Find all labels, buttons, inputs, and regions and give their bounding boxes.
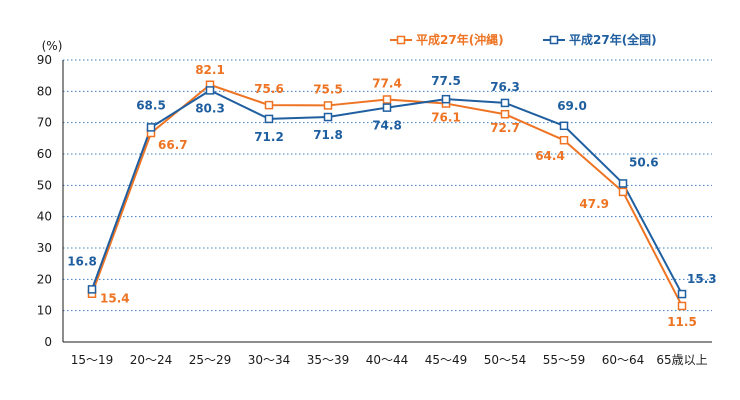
data-point-1-1 (146, 123, 156, 132)
series (87, 80, 687, 311)
y-axis-unit: (%) (42, 39, 63, 53)
grid (63, 59, 712, 312)
y-tick-label: 0 (44, 335, 52, 349)
data-label-0-4: 75.5 (313, 82, 343, 96)
x-tick-label: 60～64 (602, 353, 645, 367)
data-label-1-1: 68.5 (136, 98, 166, 112)
y-tick-label: 40 (37, 210, 52, 224)
data-label-1-8: 69.0 (557, 99, 587, 113)
data-point-1-9 (618, 179, 628, 188)
data-point-1-8 (559, 121, 569, 131)
data-label-1-3: 71.2 (254, 130, 284, 144)
data-point-0-8 (559, 135, 569, 145)
x-tick-label: 20～24 (130, 353, 173, 367)
data-point-1-0 (87, 285, 97, 294)
x-tick-label: 50～54 (484, 353, 527, 367)
data-labels: 15.4 66.7 82.1 75.6 75.5 77.4 76.1 72.7 64.4 47.9… (67, 63, 716, 329)
y-tick-label: 50 (37, 178, 52, 192)
legend-marker-1 (549, 35, 559, 45)
legend-marker-0 (396, 35, 406, 45)
data-point-1-5 (382, 103, 392, 112)
data-label-0-7: 72.7 (490, 121, 520, 135)
data-point-1-6 (441, 94, 451, 104)
data-point-0-3 (264, 100, 274, 110)
y-tick-label: 70 (37, 116, 52, 130)
legend-label-1: 平成27年(全国) (569, 32, 657, 47)
data-point-1-3 (264, 114, 274, 124)
data-label-0-8: 64.4 (535, 149, 565, 163)
data-label-1-5: 74.8 (372, 119, 402, 133)
data-label-0-5: 77.4 (372, 76, 402, 90)
data-point-1-4 (323, 112, 333, 122)
data-point-1-10 (677, 289, 687, 299)
x-tick-label: 35～39 (307, 353, 350, 367)
data-point-1-7 (500, 98, 510, 108)
legend-label-0: 平成27年(沖縄) (416, 32, 504, 47)
data-label-0-6: 76.1 (431, 111, 461, 125)
y-tick-label: 30 (37, 241, 52, 255)
data-label-1-7: 76.3 (490, 80, 520, 94)
data-label-0-3: 75.6 (254, 82, 284, 96)
data-point-0-10 (677, 301, 687, 311)
x-tick-label: 65歳以上 (656, 353, 707, 367)
x-tick-label: 45～49 (425, 353, 468, 367)
legend: 平成27年(沖縄) 平成27年(全国) (390, 32, 657, 47)
data-label-0-1: 66.7 (158, 138, 188, 152)
data-label-0-10: 11.5 (667, 315, 697, 329)
data-label-1-9: 50.6 (629, 155, 659, 169)
data-label-1-4: 71.8 (313, 128, 343, 142)
data-label-1-10: 15.3 (687, 272, 717, 286)
axes: 0 10 20 30 40 50 60 70 80 90 15～19 20～24 25～29 30～34 3… (37, 53, 712, 367)
data-label-0-9: 47.9 (579, 197, 609, 211)
x-tick-label: 15～19 (71, 353, 114, 367)
x-tick-label: 55～59 (543, 353, 586, 367)
data-point-0-9 (618, 187, 628, 197)
y-tick-label: 90 (37, 53, 52, 67)
data-label-1-0: 16.8 (67, 254, 97, 268)
data-label-0-2: 82.1 (195, 63, 225, 77)
data-label-0-0: 15.4 (100, 292, 130, 306)
x-tick-label: 30～34 (248, 353, 291, 367)
data-point-0-7 (500, 109, 510, 119)
data-label-1-2: 80.3 (195, 101, 225, 115)
y-tick-label: 10 (37, 304, 52, 318)
y-tick-label: 60 (37, 147, 52, 161)
data-label-1-6: 77.5 (431, 74, 461, 88)
x-tick-label: 25～29 (189, 353, 232, 367)
data-point-1-2 (205, 86, 215, 95)
data-point-0-4 (323, 101, 333, 110)
x-tick-label: 40～44 (366, 353, 409, 367)
y-tick-label: 80 (37, 84, 52, 98)
data-point-0-5 (382, 95, 392, 104)
y-tick-label: 20 (37, 272, 52, 286)
